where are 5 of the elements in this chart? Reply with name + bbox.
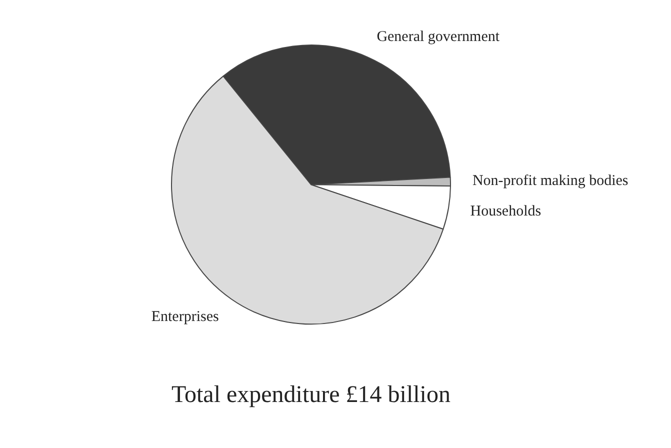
text: Total expenditure £14 billion (172, 382, 450, 408)
slice-label: Households (470, 203, 542, 220)
slice-label: General government (376, 29, 500, 45)
slice-label: Non-profit making bodies (472, 173, 628, 190)
slice-label: Enterprises (151, 309, 219, 326)
